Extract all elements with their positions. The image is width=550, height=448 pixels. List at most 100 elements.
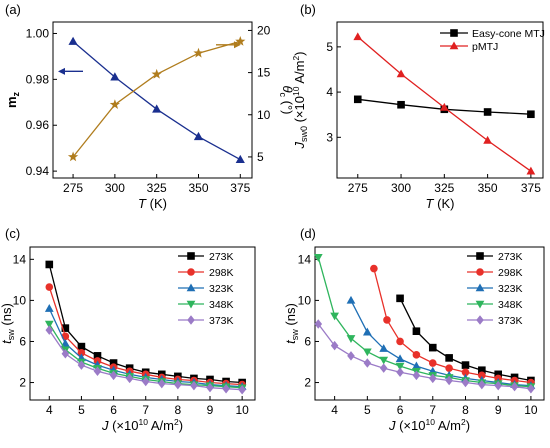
y-right-axis-label: θc (°) [278, 85, 295, 114]
data-point [313, 254, 323, 262]
arrow-left [58, 67, 83, 75]
y-axis-label-unit: (ns) [0, 303, 14, 329]
y-axis-label-tail: A/m [292, 61, 307, 87]
data-point [141, 376, 150, 387]
x-tick-label: 375 [521, 181, 541, 195]
data-point [478, 379, 486, 390]
y-axis-label-symbol: t [0, 339, 14, 344]
y-axis-label-sup2: 2 [291, 56, 301, 61]
data-point [370, 264, 378, 273]
legend-marker [476, 315, 484, 325]
data-point [362, 348, 372, 357]
y-tick-label: 2 [304, 376, 311, 390]
data-point [379, 363, 388, 373]
series-line [72, 41, 241, 161]
x-axis-label: J (×1010 A/m2) [388, 417, 470, 433]
y-axis-label: Jsw0 (×1010 A/m2) [291, 51, 309, 149]
series-373K [314, 319, 535, 394]
x-axis-label-unit: (K) [146, 196, 167, 211]
data-point [412, 361, 421, 370]
panel-label: (c) [5, 226, 20, 241]
data-point [60, 338, 70, 347]
data-point [412, 370, 421, 381]
legend-label: Easy-cone MTJ [472, 28, 545, 40]
x-axis-label-symbol: J [388, 418, 396, 433]
y-axis-label-sub: sw0 [299, 126, 309, 142]
y-right-axis-label-unit: (°) [280, 97, 295, 114]
data-point [222, 383, 230, 394]
data-point [412, 351, 421, 359]
series-line [317, 257, 531, 388]
x-axis-label-close: ) [466, 418, 470, 433]
data-point [77, 360, 86, 370]
data-point [193, 131, 204, 141]
y-tick-label: 14 [298, 252, 312, 266]
x-tick-label: 7 [142, 403, 149, 417]
y-right-axis-label-symbol: θ [280, 85, 295, 92]
x-tick-label: 325 [434, 181, 454, 195]
data-point [174, 379, 182, 390]
plot-frame [52, 21, 253, 179]
y-axis-label-symbol: t [283, 339, 298, 344]
data-point [379, 344, 389, 352]
y-tick-label: 2 [19, 376, 26, 390]
x-tick-label: 5 [364, 403, 371, 417]
data-point [461, 377, 470, 388]
data-point [193, 47, 204, 58]
data-point [397, 100, 405, 109]
data-point [412, 327, 421, 336]
data-point [526, 166, 536, 175]
x-tick-label: 4 [331, 403, 338, 417]
y-right-tick-label: 10 [257, 108, 271, 122]
legend-marker [187, 252, 195, 260]
x-axis-label-unit: (K) [434, 196, 455, 211]
data-point [314, 319, 323, 329]
y-axis-label-sub: z [11, 91, 21, 96]
x-tick-label: 9 [495, 403, 502, 417]
x-axis-label-sup2: 2 [461, 417, 466, 427]
x-tick-label: 9 [207, 403, 214, 417]
legend-marker [475, 300, 485, 309]
data-point [363, 358, 372, 368]
series-line [72, 40, 241, 158]
y-axis-label: mz [4, 91, 21, 108]
data-point [206, 382, 214, 393]
data-point [330, 340, 339, 351]
x-axis-label: J (×1010 A/m2) [101, 417, 183, 433]
x-tick-label: 275 [63, 181, 83, 195]
data-point [362, 327, 372, 336]
data-point [125, 373, 134, 384]
data-point [494, 370, 502, 379]
x-axis-label: T (K) [426, 196, 455, 211]
data-point [396, 367, 404, 378]
data-point [93, 366, 102, 376]
x-axis-label-sup: 10 [425, 417, 435, 427]
y-right-tick-label: 5 [257, 150, 264, 164]
x-tick-label: 325 [147, 181, 167, 195]
data-point [510, 381, 519, 392]
data-point [61, 349, 70, 359]
data-point [77, 342, 86, 351]
legend-marker [476, 252, 484, 260]
data-point [235, 154, 245, 164]
data-point [157, 378, 166, 389]
y-axis-label: tsw (ns) [283, 303, 300, 344]
data-point [478, 371, 486, 380]
legend-marker [449, 41, 459, 50]
data-point [428, 373, 437, 384]
data-point [483, 108, 492, 116]
y-tick-label: 3 [326, 130, 333, 144]
y-right-axis-label-sub: c [278, 93, 288, 98]
legend-label: 298K [209, 267, 234, 279]
x-tick-label: 10 [235, 403, 249, 417]
data-point [483, 135, 492, 144]
x-axis-label-unit: (×10 [108, 418, 138, 433]
y-tick-label: 14 [13, 252, 27, 266]
data-point [439, 102, 449, 111]
data-point [347, 351, 355, 361]
legend-label: 348K [209, 299, 234, 311]
legend-label: 373K [498, 315, 523, 327]
